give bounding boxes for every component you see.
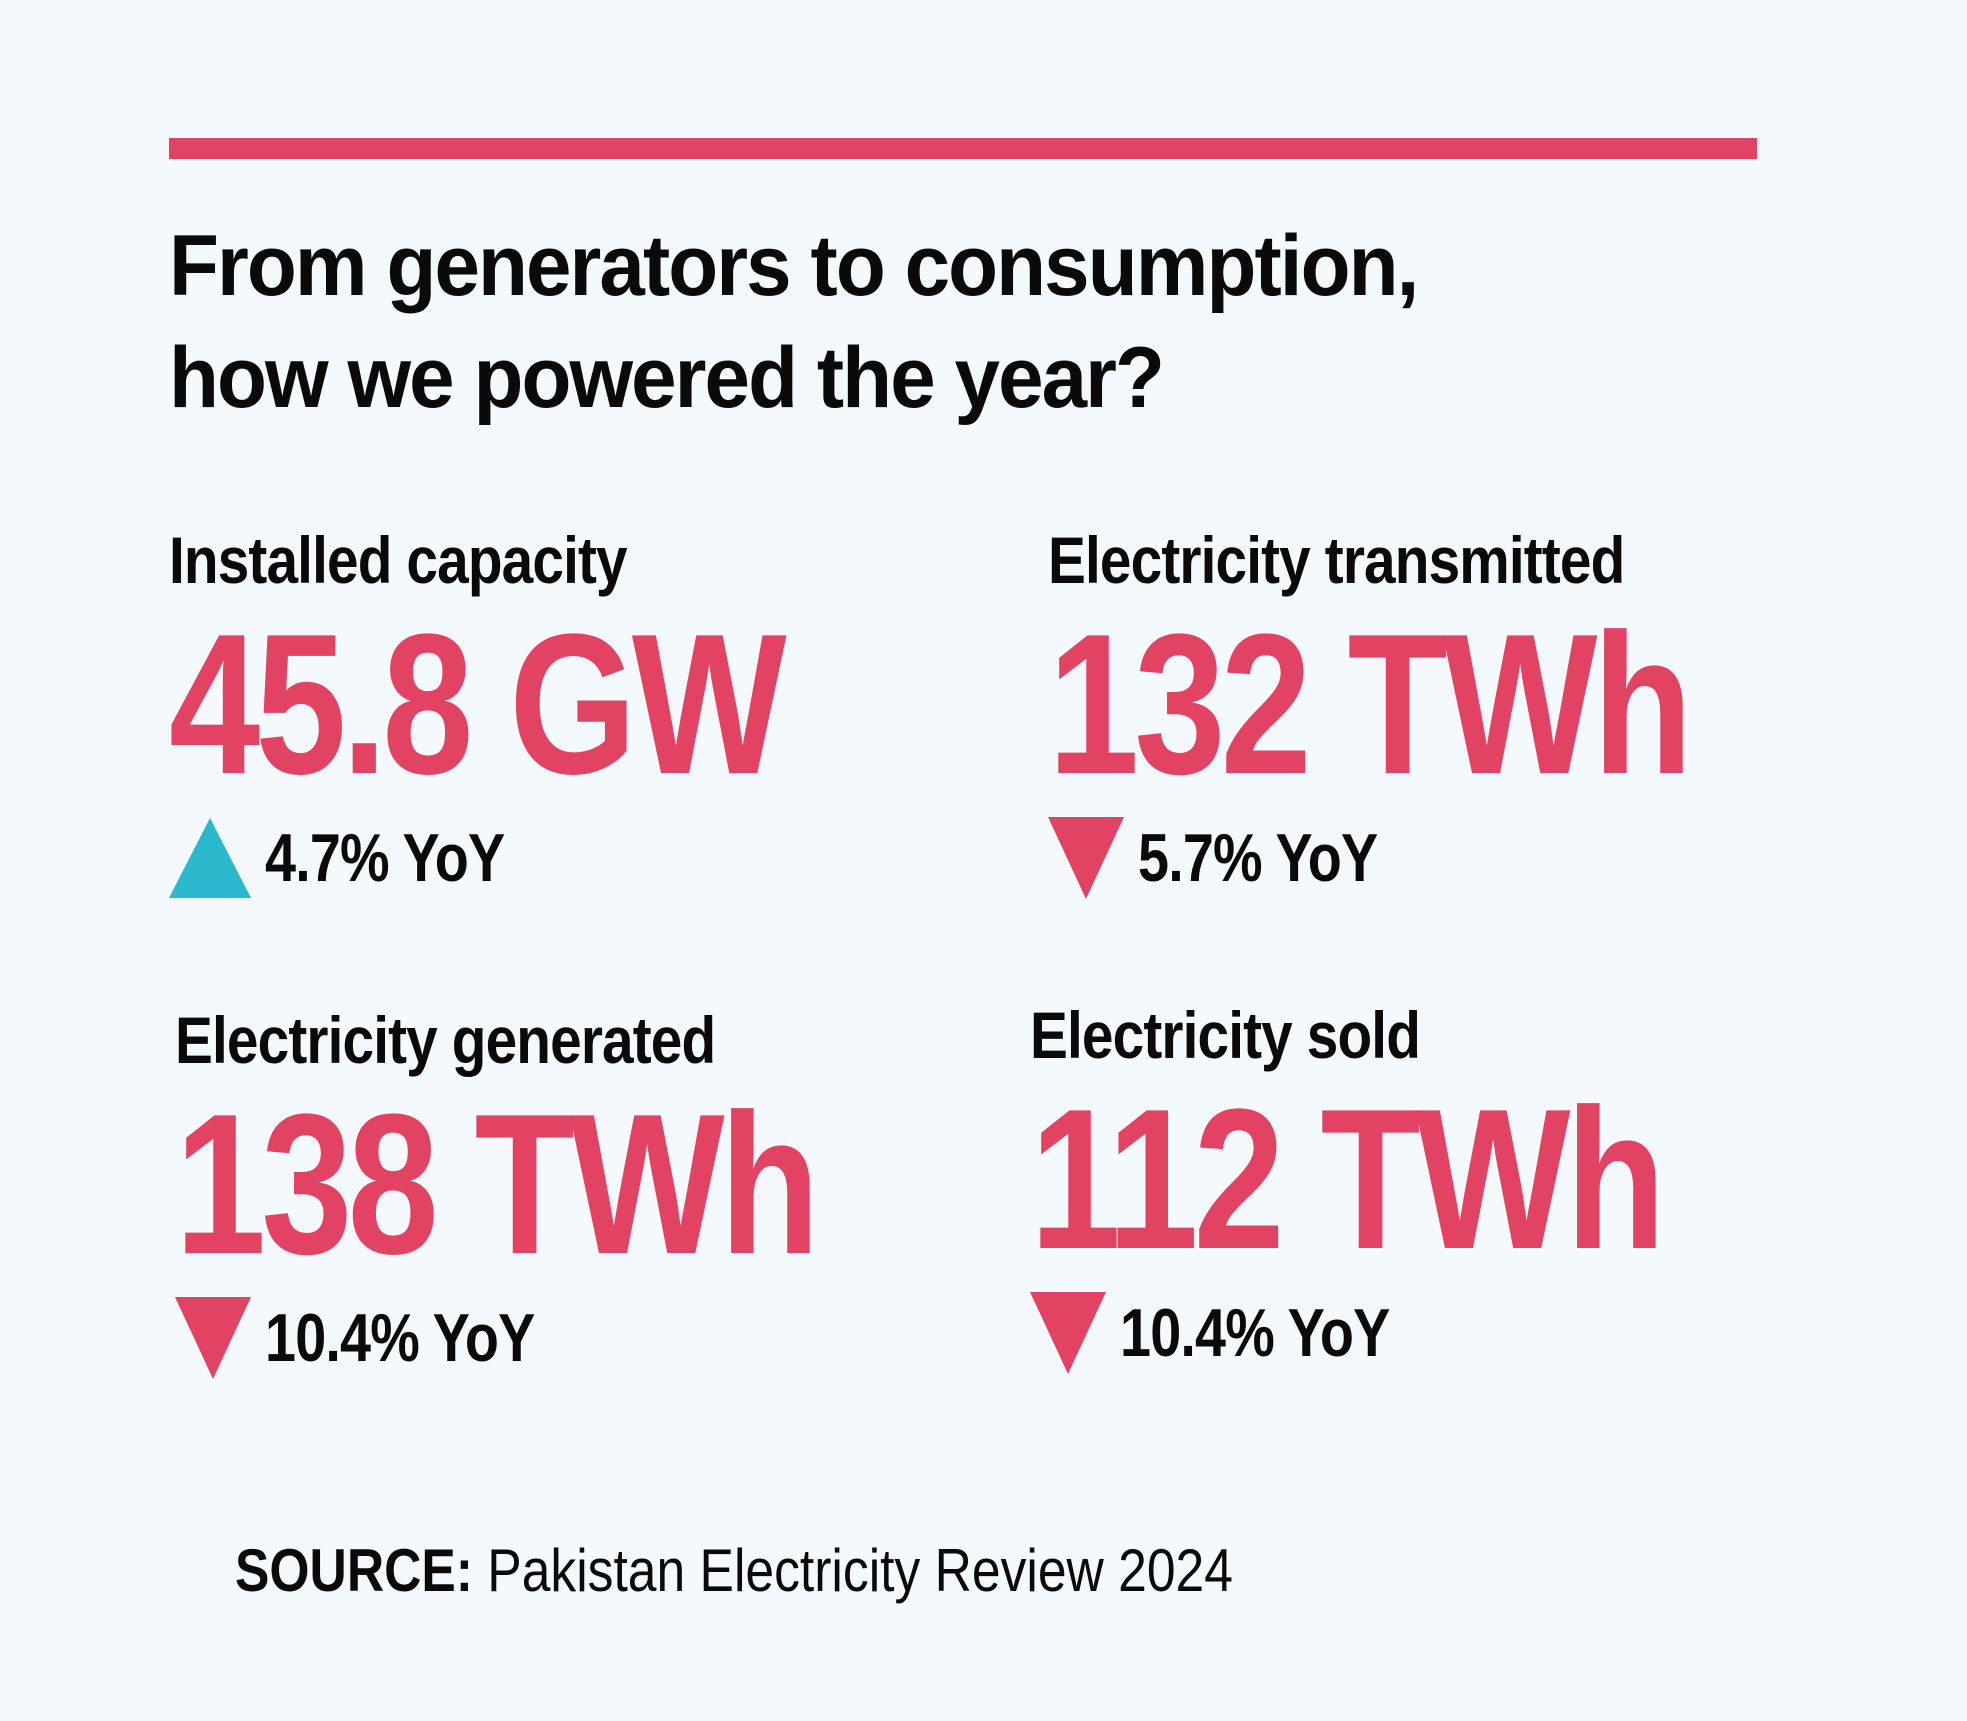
source-line: SOURCE: Pakistan Electricity Review 2024 — [235, 1535, 1233, 1607]
stat-change: 10.4% YoY — [175, 1292, 955, 1384]
headline: From generators to consumption, how we p… — [169, 210, 1841, 434]
stat-value: 45.8 GW — [169, 593, 787, 816]
source-value: Pakistan Electricity Review 2024 — [487, 1537, 1233, 1604]
stat-change-text: 5.7% YoY — [1138, 820, 1378, 896]
stat-change-text: 10.4% YoY — [1120, 1295, 1390, 1371]
stat-change: 5.7% YoY — [1048, 812, 1828, 904]
stat-label: Electricity transmitted — [1048, 523, 1625, 597]
stat-change: 10.4% YoY — [1030, 1287, 1799, 1379]
stat-electricity-generated: Electricity generated 138 TWh 10.4% YoY — [175, 1000, 955, 1384]
source-key: SOURCE: — [235, 1537, 473, 1604]
stat-value: 112 TWh — [1030, 1068, 1666, 1291]
stat-change: 4.7% YoY — [169, 812, 916, 904]
triangle-down-icon — [1048, 817, 1124, 899]
headline-line-1: From generators to consumption, — [169, 218, 1419, 314]
triangle-up-icon — [169, 818, 251, 898]
stat-change-text: 10.4% YoY — [265, 1300, 535, 1376]
stat-label: Electricity generated — [175, 1003, 716, 1077]
triangle-down-icon — [175, 1297, 251, 1379]
stat-change-text: 4.7% YoY — [265, 820, 505, 896]
triangle-down-icon — [1030, 1292, 1106, 1374]
stat-electricity-sold: Electricity sold 112 TWh 10.4% YoY — [1030, 995, 1799, 1379]
headline-line-2: how we powered the year? — [169, 330, 1165, 426]
top-accent-rule — [169, 138, 1757, 159]
stat-installed-capacity: Installed capacity 45.8 GW 4.7% YoY — [169, 520, 916, 904]
stat-label: Electricity sold — [1030, 998, 1421, 1072]
stat-electricity-transmitted: Electricity transmitted 132 TWh 5.7% YoY — [1048, 520, 1828, 904]
stat-value: 138 TWh — [175, 1073, 820, 1296]
stat-label: Installed capacity — [169, 523, 628, 597]
stat-value: 132 TWh — [1048, 593, 1693, 816]
